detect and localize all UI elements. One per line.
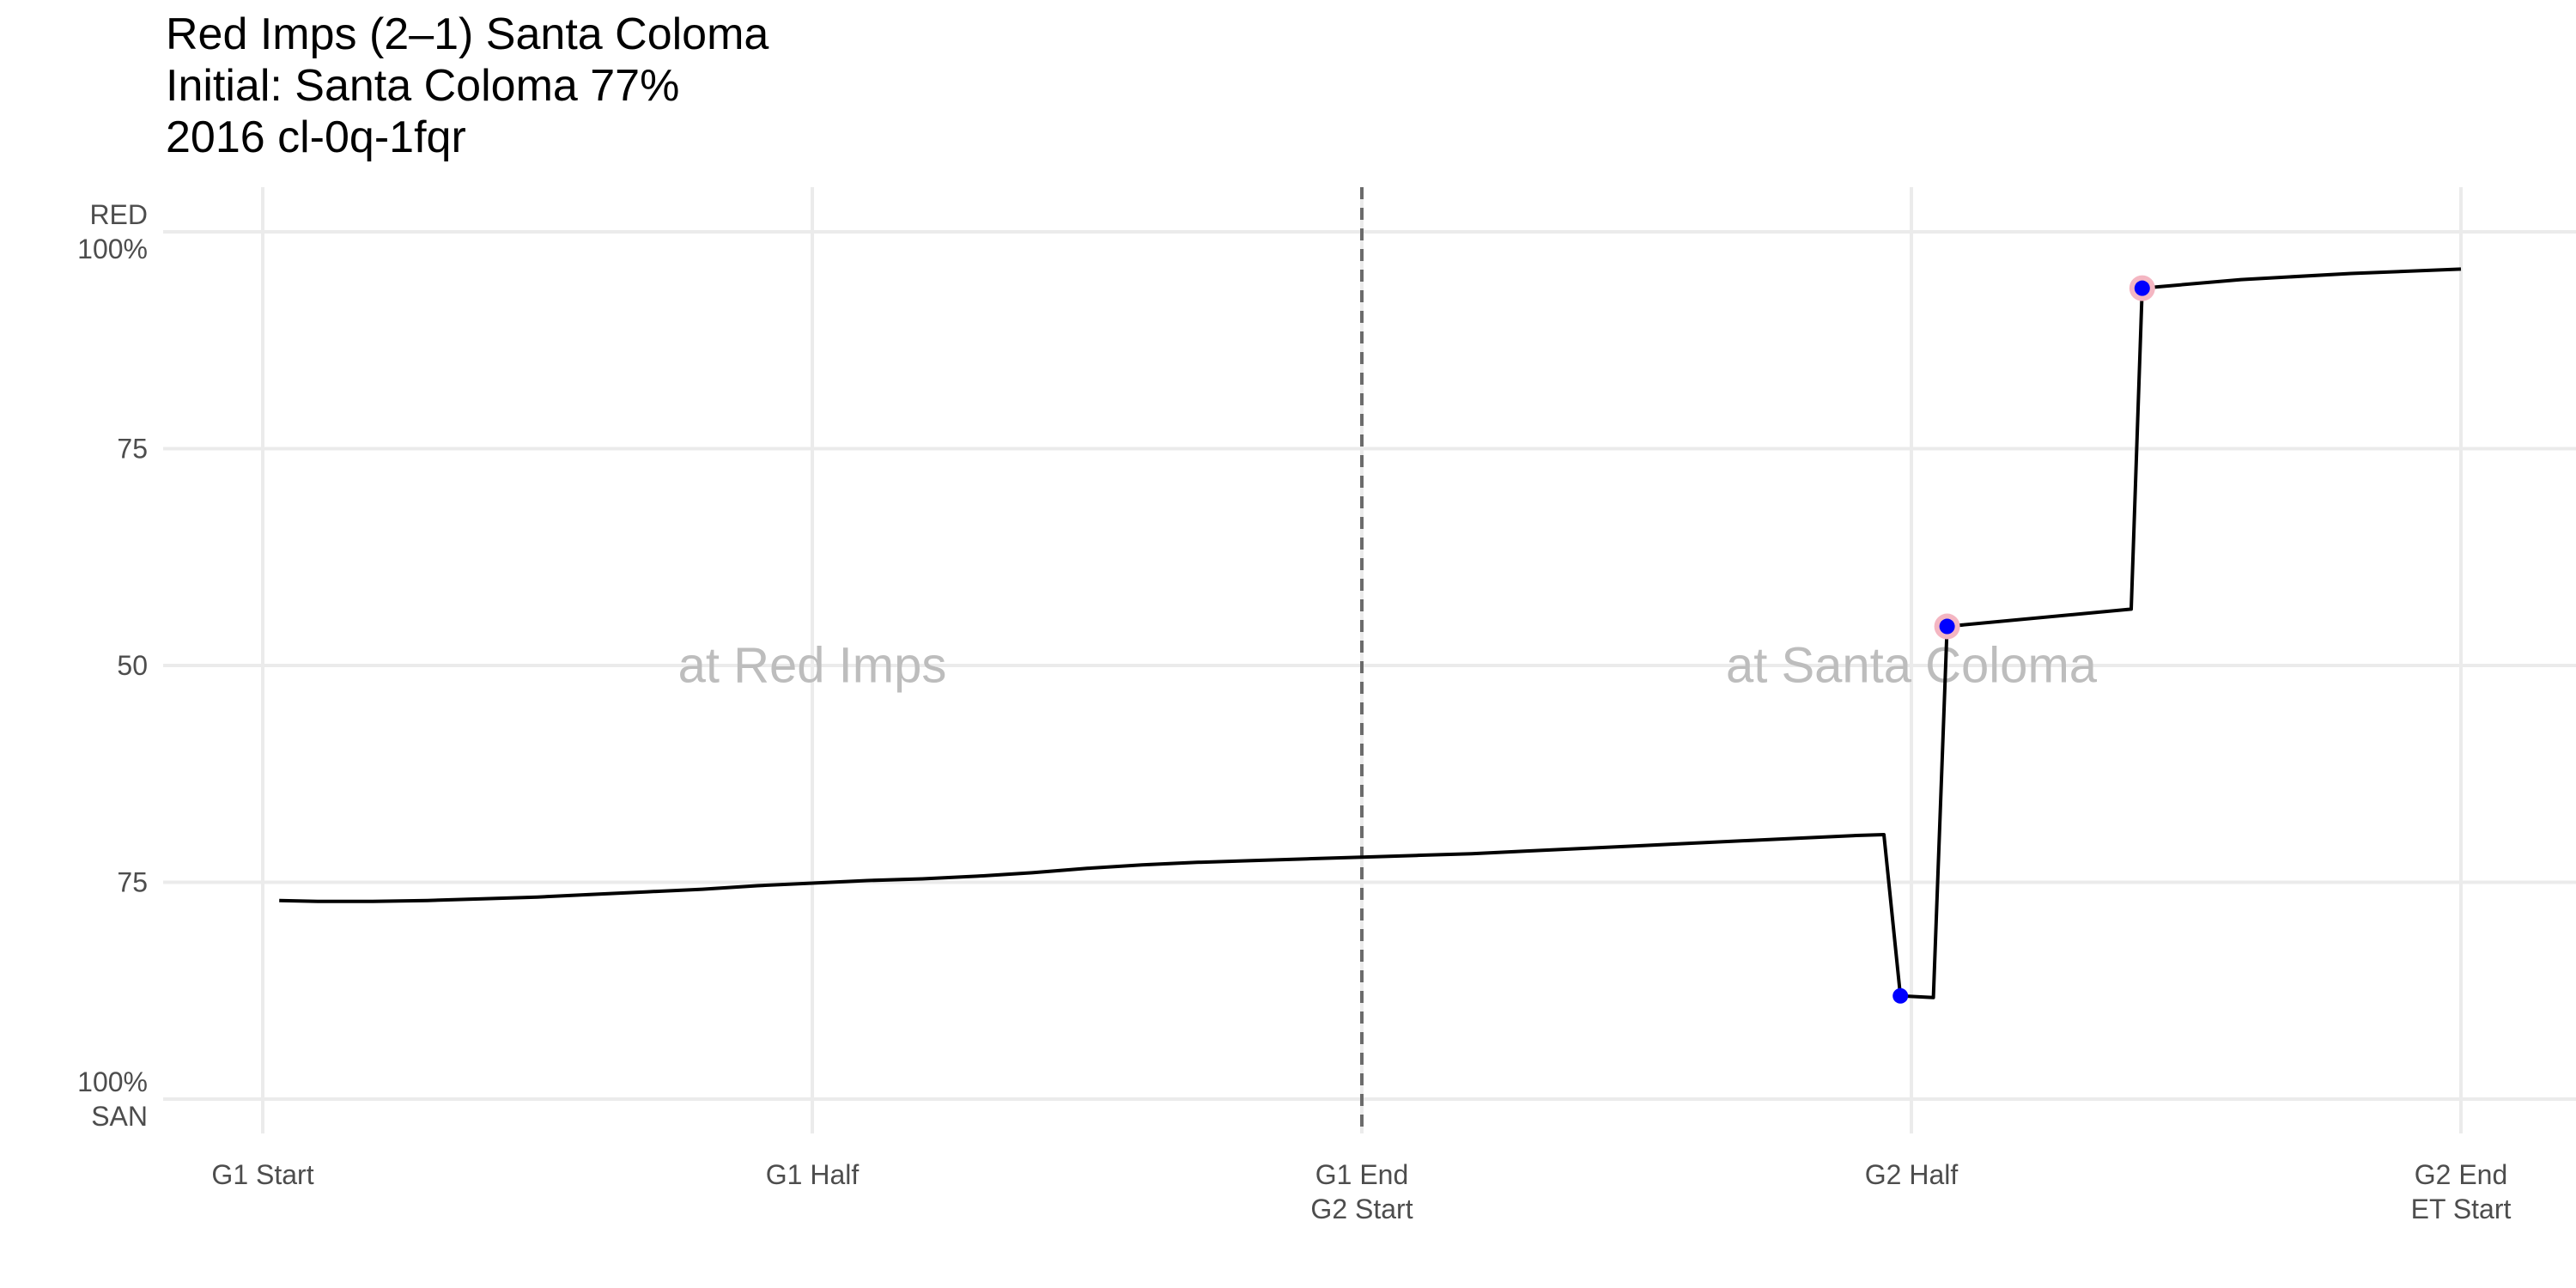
goal-marker — [1939, 618, 1955, 635]
goal-marker — [1893, 987, 1909, 1004]
y-tick-label: 75 — [117, 434, 148, 465]
y-tick-label: SAN — [91, 1101, 148, 1132]
y-tick-label: 100% — [77, 1066, 148, 1097]
x-tick-label: G2 Half — [1865, 1159, 1959, 1190]
x-tick-label: G2 Start — [1310, 1194, 1413, 1224]
gridlines — [163, 187, 2576, 1133]
annotations: at Red Imps at Santa Coloma — [678, 638, 2098, 694]
series-lines — [279, 267, 2462, 999]
x-tick-label: G1 End — [1315, 1159, 1409, 1190]
x-tick-label: G1 Start — [211, 1159, 313, 1190]
y-tick-label: 50 — [117, 650, 148, 681]
chart-subtitle-id: 2016 cl-0q-1fqr — [166, 112, 466, 162]
y-tick-label: 100% — [77, 234, 148, 264]
goal-marker — [2134, 280, 2150, 296]
axis-labels: RED 100% 75 50 75 100% SAN G1 Start G1 Half G1 En… — [77, 199, 2511, 1224]
chart-title: Red Imps (2–1) Santa Coloma — [166, 9, 769, 59]
series-line — [279, 267, 2462, 999]
x-tick-label: G1 Half — [766, 1159, 860, 1190]
x-tick-label: G2 End — [2415, 1159, 2508, 1190]
chart-subtitle-initial: Initial: Santa Coloma 77% — [166, 61, 680, 111]
x-tick-label: ET Start — [2411, 1194, 2512, 1224]
location-annotation: at Red Imps — [678, 638, 947, 694]
goal-markers — [1893, 275, 2155, 1004]
chart-titles: Red Imps (2–1) Santa Coloma Initial: San… — [166, 9, 769, 163]
y-tick-label: 75 — [117, 867, 148, 898]
y-tick-label: RED — [89, 199, 148, 230]
location-annotation: at Santa Coloma — [1726, 638, 2098, 694]
